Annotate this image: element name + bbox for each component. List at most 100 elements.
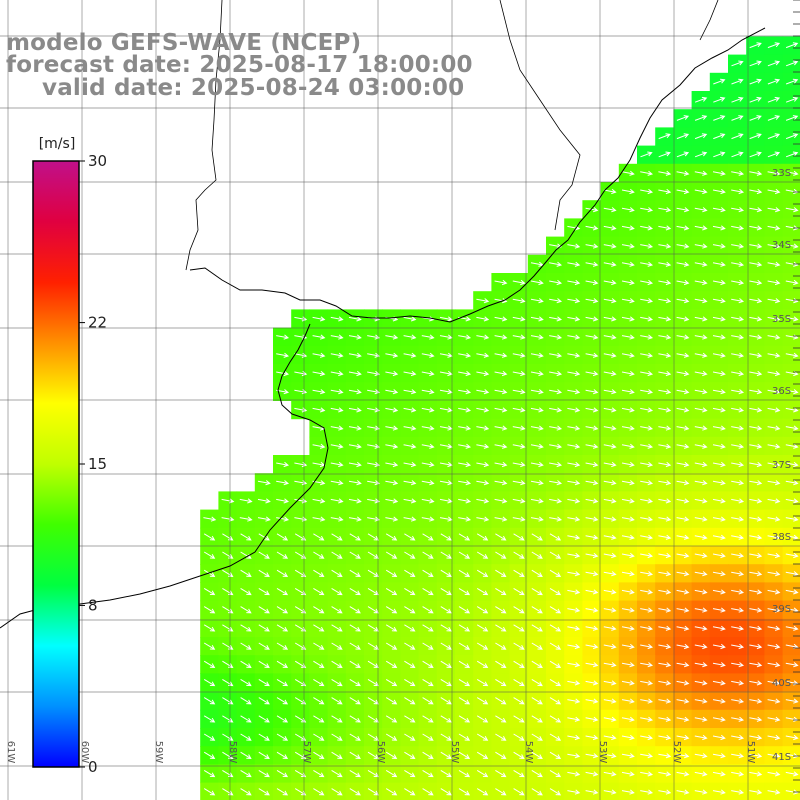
wind-arrow xyxy=(585,552,599,559)
wind-arrow xyxy=(385,498,399,504)
wind-arrow xyxy=(603,607,617,613)
wind-arrow xyxy=(567,625,581,631)
wind-arrow xyxy=(676,316,690,322)
wind-arrow xyxy=(731,316,745,322)
wind-arrow xyxy=(767,534,781,540)
wind-arrow xyxy=(749,625,763,631)
wind-arrow xyxy=(512,298,526,304)
wind-arrow xyxy=(495,587,507,596)
coastline xyxy=(0,0,766,629)
longitude-label: 52W xyxy=(671,741,682,764)
wind-arrow xyxy=(785,60,799,67)
wind-arrow xyxy=(676,716,690,722)
wind-arrow xyxy=(585,734,599,741)
wind-arrow xyxy=(313,660,325,668)
wind-arrow xyxy=(658,133,671,140)
wind-arrow xyxy=(385,606,398,614)
wind-arrow xyxy=(621,589,635,595)
wind-arrow xyxy=(676,261,690,267)
wind-arrow xyxy=(567,389,581,395)
wind-arrow xyxy=(476,425,490,431)
wind-arrow xyxy=(385,697,398,705)
wind-arrow xyxy=(385,751,398,759)
wind-arrow xyxy=(367,480,381,486)
wind-arrow xyxy=(312,352,326,358)
wind-arrow xyxy=(494,480,508,486)
wind-arrow xyxy=(513,660,525,668)
wind-arrow xyxy=(585,698,599,704)
wind-arrow xyxy=(276,587,289,596)
wind-arrow xyxy=(549,715,562,723)
wind-arrow xyxy=(785,170,799,176)
wind-arrow xyxy=(404,533,416,541)
wind-arrow xyxy=(567,643,581,650)
wind-arrow xyxy=(385,788,398,796)
wind-arrow xyxy=(421,480,435,486)
wind-arrow xyxy=(676,225,690,231)
wind-arrow xyxy=(785,243,799,249)
wind-arrow xyxy=(749,370,763,377)
wind-arrow xyxy=(240,533,252,541)
wind-arrow xyxy=(621,498,635,504)
wind-arrow xyxy=(676,625,690,631)
latitude-label: 37S xyxy=(772,460,791,471)
wind-arrow xyxy=(385,733,398,741)
wind-arrow xyxy=(621,443,635,449)
wind-arrow xyxy=(348,461,362,468)
wind-arrow xyxy=(640,789,654,795)
wind-arrow xyxy=(276,769,289,778)
wind-arrow xyxy=(585,352,599,358)
wind-arrow xyxy=(512,498,526,504)
wind-arrow xyxy=(367,498,381,504)
wind-arrow xyxy=(330,425,344,431)
wind-arrow xyxy=(712,680,726,686)
wind-arrow xyxy=(403,389,417,395)
wind-arrow xyxy=(585,662,599,668)
border-line xyxy=(185,0,223,271)
wind-arrow xyxy=(640,516,654,522)
wind-arrow xyxy=(404,697,416,705)
longitude-labels: 61W 60W 59W 58W 57W 56W 55W 54W 53W 52W 51W xyxy=(5,741,756,764)
wind-arrow xyxy=(658,571,672,577)
wind-arrow xyxy=(603,334,617,340)
wind-arrow xyxy=(313,587,325,596)
wind-arrow xyxy=(348,516,362,522)
wind-arrow xyxy=(658,188,672,195)
wind-arrow xyxy=(658,680,672,686)
wind-arrow xyxy=(785,516,799,522)
wind-arrow xyxy=(785,352,799,358)
wind-arrow xyxy=(421,516,435,522)
wind-arrow xyxy=(658,298,672,304)
wind-arrow xyxy=(585,625,599,631)
wind-arrow xyxy=(785,115,799,121)
wind-arrow xyxy=(694,443,708,449)
wind-arrow xyxy=(658,480,672,486)
wind-arrow xyxy=(385,389,399,395)
wind-arrow xyxy=(331,569,343,577)
wind-arrow xyxy=(240,642,252,650)
wind-arrow xyxy=(404,660,416,668)
wind-arrow xyxy=(567,298,581,304)
wind-arrow xyxy=(731,516,745,522)
wind-arrow xyxy=(494,352,508,358)
wind-arrow xyxy=(440,733,452,741)
wind-arrow xyxy=(676,734,690,741)
wind-arrow xyxy=(640,170,654,176)
wind-arrow xyxy=(676,425,690,431)
wind-arrow xyxy=(785,407,799,413)
wind-arrow xyxy=(385,480,399,486)
wind-arrow xyxy=(749,60,762,67)
wind-arrow xyxy=(712,316,726,322)
wind-arrow xyxy=(512,279,526,286)
wind-arrow xyxy=(458,715,471,723)
wind-arrow xyxy=(676,498,690,504)
wind-arrow xyxy=(621,534,635,540)
wind-arrow xyxy=(731,370,745,377)
wind-arrow xyxy=(621,316,635,322)
wind-arrow xyxy=(785,316,799,322)
wind-arrow xyxy=(785,389,799,395)
wind-arrow xyxy=(694,316,708,322)
wind-arrow xyxy=(531,788,543,796)
wind-arrow xyxy=(603,589,617,595)
